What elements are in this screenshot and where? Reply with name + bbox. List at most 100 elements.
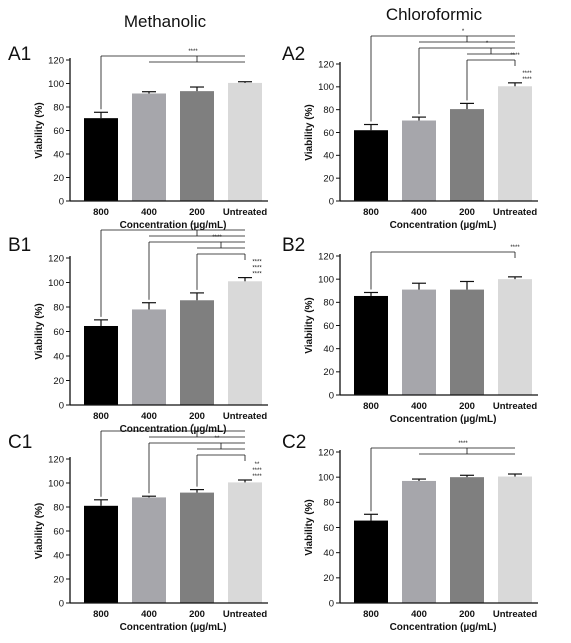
- y-tick-label-c1-5: 100: [48, 478, 64, 489]
- x-tick-label-b2-0: 800: [363, 401, 379, 412]
- panel-c2: C2 0 20 40 60 80 100 120 800 400 200 Untreated Conce…: [282, 432, 538, 633]
- y-tick-label-a1-0: 0: [59, 196, 64, 207]
- y-tick-label-a1-3: 60: [53, 126, 64, 137]
- y-axis-title-c1: Viability (%): [34, 503, 45, 560]
- significance-bracket-c1-0: [100, 430, 245, 497]
- y-tick-label-a1-1: 20: [53, 173, 64, 184]
- y-tick-label-b2-0: 0: [329, 390, 334, 401]
- x-tick-label-b2-1: 400: [411, 401, 427, 412]
- x-tick-label-a1-1: 400: [141, 207, 157, 218]
- y-tick-label-c2-6: 120: [318, 447, 334, 458]
- x-axis-title-b2: Concentration (µg/mL): [390, 414, 497, 425]
- x-tick-label-c1-1: 400: [141, 609, 157, 620]
- column-title-chloroformic: Chloroformic: [386, 5, 483, 24]
- x-tick-label-b1-1: 400: [141, 411, 157, 422]
- significance-label-a2-1: *: [486, 41, 489, 47]
- bar-a2-400: [402, 120, 436, 201]
- significance-label-c1-1: **: [215, 436, 220, 442]
- x-tick-label-a2-2: 200: [459, 207, 475, 218]
- x-tick-label-a1-3: Untreated: [223, 207, 268, 218]
- side-significance-label-b1-0: ****: [252, 272, 262, 278]
- panel-c1: C1 0 20 40 60 80 100 120 800 400 200 Untreated Conce…: [8, 424, 268, 633]
- bar-c2-400: [402, 480, 436, 603]
- significance-bracket-a1-0: [100, 55, 245, 110]
- y-tick-label-c1-1: 20: [53, 574, 64, 585]
- y-tick-label-a2-1: 20: [323, 173, 334, 184]
- x-axis-title-b1: Concentration (µg/mL): [120, 424, 227, 435]
- y-tick-label-c1-0: 0: [59, 598, 64, 609]
- y-tick-label-c1-4: 80: [53, 502, 64, 513]
- bar-b2-800: [354, 295, 388, 395]
- panel-b1: B1 0 20 40 60 80 100 120 800 400 200 Untreated Conce…: [8, 223, 268, 435]
- y-tick-label-a2-2: 40: [323, 151, 334, 162]
- y-tick-label-b2-2: 40: [323, 344, 334, 355]
- y-tick-label-b1-3: 60: [53, 327, 64, 338]
- x-axis-title-c1: Concentration (µg/mL): [120, 622, 227, 633]
- x-tick-label-a2-1: 400: [411, 207, 427, 218]
- y-tick-label-a1-6: 120: [48, 55, 64, 66]
- significance-bracket-a2-2: [466, 59, 516, 101]
- bar-b2-400: [402, 289, 436, 395]
- x-axis-title-a1: Concentration (µg/mL): [120, 220, 227, 231]
- side-significance-label-c1-1: ****: [252, 468, 262, 474]
- side-significance-label-a2-0: ****: [522, 77, 532, 83]
- x-tick-label-b1-0: 800: [93, 411, 109, 422]
- bar-a1-200: [180, 91, 214, 201]
- y-tick-label-c2-1: 20: [323, 573, 334, 584]
- y-tick-label-b1-2: 40: [53, 351, 64, 362]
- column-title-methanolic: Methanolic: [124, 12, 207, 31]
- y-tick-label-a1-2: 40: [53, 149, 64, 160]
- y-tick-label-b2-5: 100: [318, 274, 334, 285]
- y-axis-title-a2: Viability (%): [304, 104, 315, 161]
- y-tick-label-a2-0: 0: [329, 196, 334, 207]
- bar-b1-400: [132, 309, 166, 405]
- bar-a2-800: [354, 130, 388, 201]
- y-tick-label-b2-6: 120: [318, 251, 334, 262]
- panel-label-a2: A2: [282, 44, 305, 65]
- y-tick-label-c1-3: 60: [53, 526, 64, 537]
- x-tick-label-b1-2: 200: [189, 411, 205, 422]
- y-tick-label-b1-0: 0: [59, 400, 64, 411]
- y-tick-label-a2-6: 120: [318, 59, 334, 70]
- bar-c1-200: [180, 492, 214, 603]
- significance-bracket-a2-1: [418, 47, 515, 115]
- y-tick-label-b2-1: 20: [323, 367, 334, 378]
- bar-c1-400: [132, 497, 166, 603]
- y-tick-label-a2-3: 60: [323, 128, 334, 139]
- x-tick-label-b1-3: Untreated: [223, 411, 268, 422]
- panel-label-c1: C1: [8, 432, 32, 453]
- bar-b1-200: [180, 300, 214, 405]
- x-tick-label-c2-0: 800: [363, 609, 379, 620]
- panel-b2: B2 0 20 40 60 80 100 120 800 400 200 Untreated Conce…: [282, 235, 538, 425]
- x-tick-label-a2-0: 800: [363, 207, 379, 218]
- x-tick-label-a1-2: 200: [189, 207, 205, 218]
- bar-a2-untreated: [498, 86, 532, 201]
- y-tick-label-c1-6: 120: [48, 454, 64, 465]
- bar-b1-800: [84, 325, 118, 405]
- y-tick-label-c1-2: 40: [53, 550, 64, 561]
- bar-c1-800: [84, 505, 118, 603]
- panel-a2: A2 0 20 40 60 80 100 120 800 400 200 Untreated Conce…: [282, 29, 538, 231]
- y-tick-label-c2-5: 100: [318, 472, 334, 483]
- y-tick-label-b2-4: 80: [323, 298, 334, 309]
- y-tick-label-a1-5: 100: [48, 79, 64, 90]
- x-tick-label-c1-2: 200: [189, 609, 205, 620]
- significance-bracket-c1-1: [148, 442, 245, 494]
- significance-bracket-c1-2: [196, 454, 246, 487]
- y-tick-label-c2-0: 0: [329, 598, 334, 609]
- bar-a1-untreated: [228, 82, 262, 201]
- x-tick-label-c2-2: 200: [459, 609, 475, 620]
- y-tick-label-a2-5: 100: [318, 82, 334, 93]
- panel-a1: A1 0 20 40 60 80 100 120 800 400 200 Untreated Conce…: [8, 44, 268, 231]
- significance-label-a2-2: ****: [510, 53, 520, 59]
- panel-label-a1: A1: [8, 44, 31, 65]
- x-tick-label-a1-0: 800: [93, 207, 109, 218]
- y-tick-label-a2-4: 80: [323, 105, 334, 116]
- significance-label-b1-0: **: [191, 223, 196, 229]
- bar-a2-200: [450, 109, 484, 201]
- y-axis-title-b2: Viability (%): [304, 297, 315, 354]
- bar-b1-untreated: [228, 281, 262, 405]
- significance-bracket-b2-0: [370, 251, 516, 290]
- y-axis-title-a1: Viability (%): [34, 102, 45, 159]
- x-tick-label-b2-2: 200: [459, 401, 475, 412]
